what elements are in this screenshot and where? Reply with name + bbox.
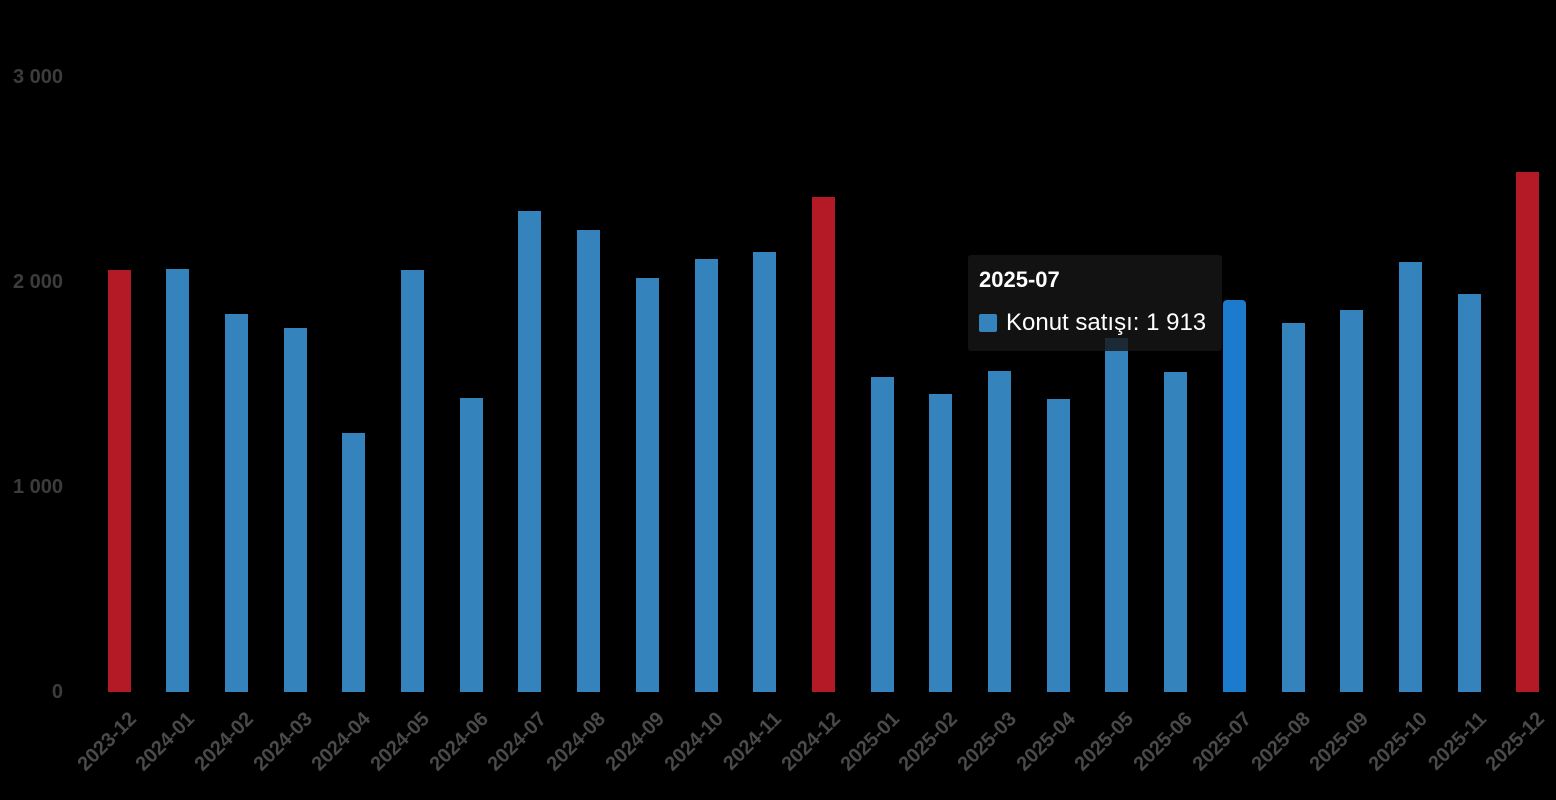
y-axis-label: 0 <box>51 681 63 703</box>
tooltip-value-line: Konut satışı: 1 913 <box>1006 309 1207 336</box>
series-marker-icon <box>979 314 997 332</box>
x-axis-label: 2025-06 <box>1129 708 1198 776</box>
bar-2024-01[interactable] <box>166 269 190 692</box>
x-axis-label: 2024-10 <box>660 708 728 776</box>
bar-2024-03[interactable] <box>283 327 307 692</box>
x-axis-label: 2025-07 <box>1188 708 1256 776</box>
bar-2025-12[interactable] <box>1516 172 1540 692</box>
x-axis-label: 2025-01 <box>836 708 904 776</box>
x-axis-label: 2025-10 <box>1364 708 1432 776</box>
bar-2024-10[interactable] <box>694 258 718 692</box>
x-axis-label: 2024-09 <box>601 708 669 776</box>
bar-2023-12[interactable] <box>107 269 131 692</box>
x-axis-label: 2024-07 <box>483 708 552 776</box>
bar-2024-08[interactable] <box>577 230 601 692</box>
x-axis-label: 2023-12 <box>73 708 141 776</box>
bar-2024-05[interactable] <box>401 269 424 692</box>
y-axis-label: 3 000 <box>12 66 63 88</box>
bar-2025-08[interactable] <box>1281 322 1305 692</box>
x-axis-label: 2024-12 <box>777 708 845 776</box>
x-axis-label: 2024-04 <box>307 708 376 776</box>
x-axis-label: 2024-08 <box>542 708 611 776</box>
y-axis-label: 1 000 <box>12 476 63 498</box>
bar-2025-04[interactable] <box>1046 398 1070 692</box>
bar-2024-12[interactable] <box>811 197 835 692</box>
x-axis-label: 2025-08 <box>1247 708 1315 776</box>
x-axis-label: 2025-09 <box>1305 708 1374 776</box>
bar-2025-09[interactable] <box>1340 309 1364 692</box>
bar-2025-10[interactable] <box>1398 261 1422 692</box>
tooltip-header: 2025-07 <box>979 267 1060 292</box>
x-axis-label: 2025-02 <box>894 708 963 776</box>
bar-2024-06[interactable] <box>459 398 483 692</box>
x-axis-label: 2025-03 <box>953 708 1022 776</box>
bar-2024-02[interactable] <box>224 313 248 692</box>
x-axis-label: 2024-02 <box>190 708 258 776</box>
bar-2025-05[interactable] <box>1105 337 1129 692</box>
x-axis-label: 2024-11 <box>719 708 787 775</box>
bar-2024-11[interactable] <box>753 251 777 692</box>
bar-2025-01[interactable] <box>870 376 894 692</box>
bar-2025-02[interactable] <box>929 394 953 692</box>
bar-2025-11[interactable] <box>1457 294 1481 692</box>
x-axis-label: 2024-05 <box>366 708 435 776</box>
y-axis-label: 2 000 <box>12 271 63 293</box>
bar-2024-04[interactable] <box>342 432 366 692</box>
bar-2024-09[interactable] <box>635 278 659 692</box>
x-axis-label: 2024-01 <box>131 708 200 776</box>
tooltip-row: Konut satışı: 1 913 <box>979 309 1206 337</box>
x-axis-label: 2025-05 <box>1070 708 1139 776</box>
x-axis-label: 2024-03 <box>249 708 317 776</box>
tooltip: 2025-07 Konut satışı: 1 913 <box>968 255 1223 351</box>
x-axis-label: 2025-04 <box>1012 708 1080 776</box>
x-axis-label: 2025-12 <box>1481 708 1550 776</box>
bar-2025-07[interactable] <box>1222 299 1246 692</box>
x-axis-label: 2025-11 <box>1423 708 1491 775</box>
bar-2025-03[interactable] <box>988 370 1011 692</box>
bar-2025-06[interactable] <box>1164 372 1188 692</box>
x-axis-label: 2024-06 <box>425 708 493 776</box>
bar-2024-07[interactable] <box>518 211 542 692</box>
